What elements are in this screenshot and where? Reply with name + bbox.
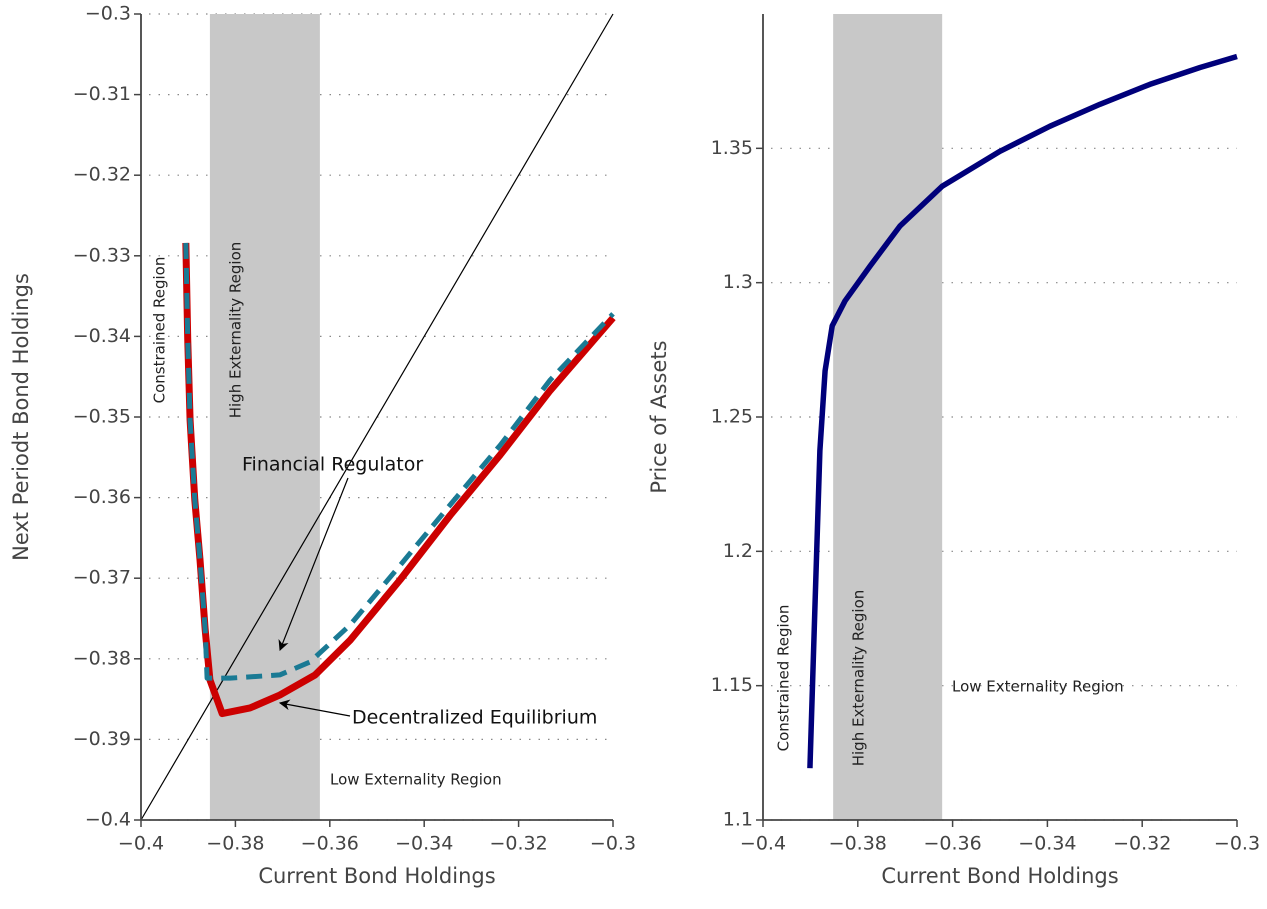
region-label: Constrained Region	[775, 605, 793, 752]
region-label: Low Externality Region	[952, 678, 1124, 696]
y-tick-label: −0.38	[73, 647, 131, 669]
y-tick-label: −0.39	[73, 728, 131, 750]
region-label: High Externality Region	[227, 242, 245, 419]
series-line	[807, 53, 1238, 769]
y-tick-label: 1.2	[723, 540, 753, 562]
y-tick-label: −0.31	[73, 83, 131, 105]
x-tick-label: −0.38	[206, 833, 264, 855]
x-tick-label: −0.38	[829, 833, 887, 855]
region-label: High Externality Region	[850, 590, 868, 767]
x-tick-label: −0.36	[301, 833, 359, 855]
region-label: Constrained Region	[151, 257, 169, 404]
diagonal-line	[140, 13, 614, 821]
y-tick-label: −0.33	[73, 244, 131, 266]
y-tick-label: −0.32	[73, 164, 131, 186]
series-line	[183, 242, 615, 681]
y-tick-label: −0.36	[73, 486, 131, 508]
subplot: −0.4 −0.38 −0.36 −0.34 −0.32 −0.3 −0.4 −0.39 −0.…	[9, 3, 636, 889]
annotation: Decentralized Equilibrium	[352, 707, 597, 729]
shaded-region	[833, 14, 943, 820]
x-tick-label: −0.3	[1214, 833, 1260, 855]
y-axis-label: Price of Assets	[647, 340, 671, 493]
x-tick-label: −0.4	[118, 833, 164, 855]
y-tick-label: 1.25	[711, 406, 753, 428]
y-tick-label: 1.3	[723, 271, 753, 293]
x-axis-label: Current Bond Holdings	[258, 864, 495, 888]
y-tick-label: −0.3	[85, 3, 131, 25]
region-label: Low Externality Region	[330, 771, 502, 789]
subplot: −0.4 −0.38 −0.36 −0.34 −0.32 −0.3 1.1 1.15 1.2 1.…	[647, 14, 1260, 888]
y-tick-label: 1.1	[723, 809, 753, 831]
x-tick-label: −0.3	[590, 833, 636, 855]
y-tick-label: 1.35	[711, 137, 753, 159]
y-tick-label: 1.15	[711, 674, 753, 696]
x-tick-label: −0.36	[923, 833, 981, 855]
annotation-arrow	[278, 699, 351, 717]
y-tick-label: −0.35	[73, 406, 131, 428]
annotation: Financial Regulator	[242, 454, 423, 476]
y-axis-label: Next Periodt Bond Holdings	[9, 273, 33, 561]
x-tick-label: −0.32	[1113, 833, 1171, 855]
annotation-arrow	[278, 477, 349, 652]
y-tick-label: −0.34	[73, 325, 131, 347]
x-axis-label: Current Bond Holdings	[881, 864, 1118, 888]
y-tick-label: −0.37	[73, 567, 131, 589]
x-tick-label: −0.34	[395, 833, 453, 855]
x-tick-label: −0.34	[1018, 833, 1076, 855]
y-tick-label: −0.4	[85, 809, 131, 831]
x-tick-label: −0.32	[489, 833, 547, 855]
x-tick-label: −0.4	[740, 833, 786, 855]
